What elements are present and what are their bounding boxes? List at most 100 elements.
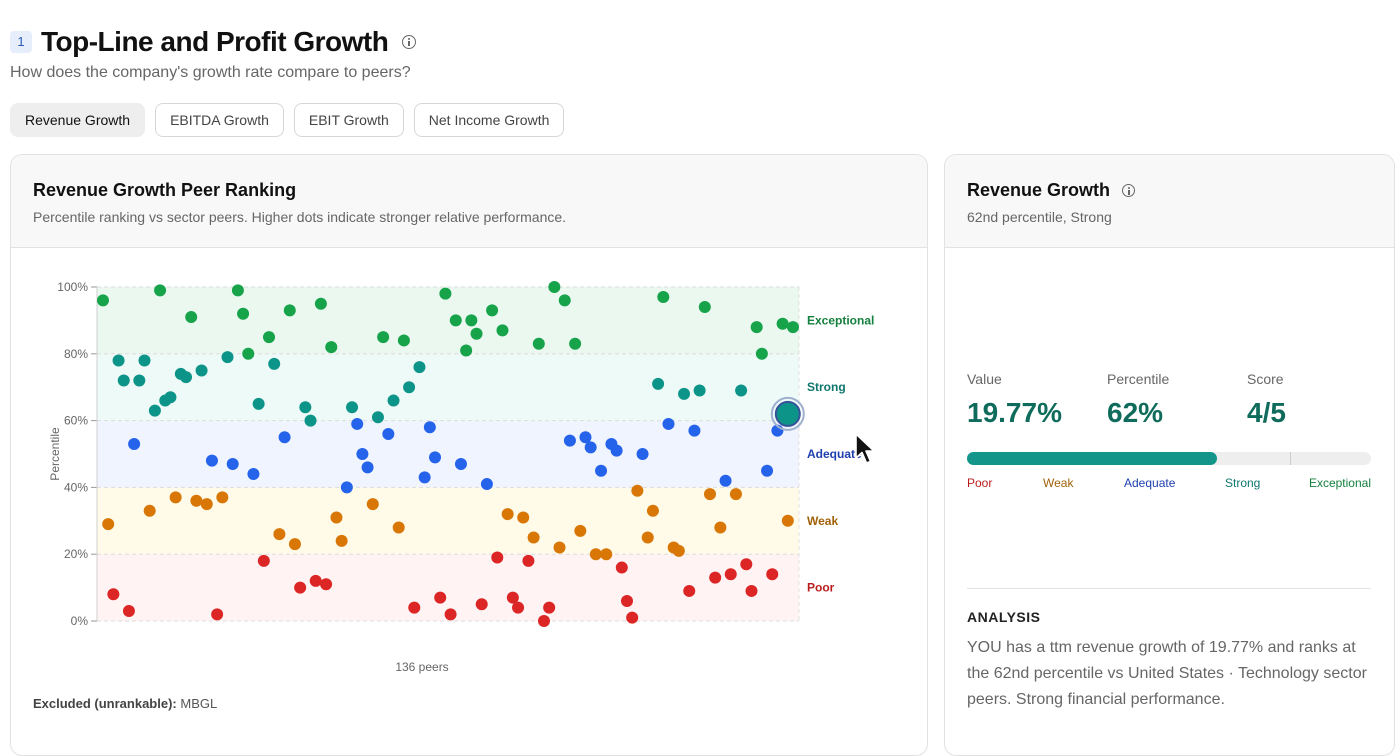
peer-dot bbox=[636, 448, 649, 460]
peer-dot bbox=[418, 471, 431, 484]
chart-card-subtitle: Percentile ranking vs sector peers. High… bbox=[33, 209, 567, 225]
peer-dot bbox=[330, 511, 343, 524]
peer-dot bbox=[117, 374, 130, 387]
peer-dot bbox=[569, 337, 582, 350]
tab-ebitda-growth[interactable]: EBITDA Growth bbox=[155, 103, 284, 137]
peer-dot bbox=[724, 568, 737, 581]
peer-dot bbox=[589, 548, 602, 561]
peer-dot bbox=[356, 448, 369, 460]
value-label: Value bbox=[967, 371, 1002, 387]
chart-card-title: Revenue Growth Peer Ranking bbox=[33, 180, 297, 200]
value-number: 19.77% bbox=[967, 397, 1062, 428]
peer-dot bbox=[558, 294, 571, 307]
peer-dot bbox=[787, 321, 799, 334]
peer-dot bbox=[211, 608, 224, 621]
peer-dot bbox=[294, 581, 307, 594]
peer-dot bbox=[252, 397, 265, 410]
peer-dot bbox=[454, 458, 467, 471]
scale-label-adequate: Adequate bbox=[1124, 476, 1176, 490]
peer-dot bbox=[154, 284, 167, 297]
y-tick-label: 60% bbox=[64, 414, 88, 428]
info-icon[interactable] bbox=[402, 35, 417, 49]
peer-dot bbox=[584, 441, 597, 454]
peer-dot bbox=[532, 337, 545, 350]
peer-dot bbox=[761, 464, 774, 477]
y-tick-label: 40% bbox=[64, 480, 88, 494]
company-dot bbox=[774, 400, 801, 427]
peer-dot bbox=[122, 604, 135, 617]
summary-card-subtitle: 62nd percentile, Strong bbox=[967, 209, 1112, 225]
percentile-number: 62% bbox=[1107, 397, 1164, 428]
peer-dot bbox=[185, 311, 198, 324]
card-header: Revenue Growth 62nd percentile, Strong bbox=[945, 155, 1394, 248]
peer-dot bbox=[299, 401, 312, 414]
peer-dot bbox=[371, 411, 384, 424]
excluded-value: MBGL bbox=[180, 696, 218, 711]
peer-dot bbox=[133, 374, 146, 387]
peer-dot bbox=[195, 364, 208, 377]
peer-dot bbox=[740, 558, 753, 571]
peer-dot bbox=[263, 331, 276, 344]
divider bbox=[967, 588, 1371, 589]
peer-dot bbox=[304, 414, 317, 427]
peer-dot bbox=[517, 511, 530, 524]
peer-dot bbox=[735, 384, 748, 397]
peer-dot bbox=[646, 504, 659, 517]
peer-dot bbox=[309, 574, 322, 587]
tab-revenue-growth[interactable]: Revenue Growth bbox=[10, 103, 146, 137]
score-label: Score bbox=[1247, 371, 1284, 387]
peer-dot bbox=[475, 598, 488, 611]
peer-dot bbox=[190, 494, 203, 507]
peer-dot bbox=[496, 324, 509, 337]
summary-title-text: Revenue Growth bbox=[967, 180, 1111, 200]
y-tick-label: 100% bbox=[57, 280, 88, 294]
scale-label-strong: Strong bbox=[1225, 476, 1261, 490]
peer-dot bbox=[480, 478, 493, 491]
peer-dot bbox=[325, 341, 338, 354]
peer-dot bbox=[288, 538, 301, 551]
peer-dot bbox=[652, 377, 665, 390]
peer-dot bbox=[776, 317, 789, 330]
tab-ebit-growth[interactable]: EBIT Growth bbox=[293, 103, 404, 137]
peer-dot bbox=[600, 548, 613, 561]
tab-net-income-growth[interactable]: Net Income Growth bbox=[413, 103, 565, 137]
card-header: Revenue Growth Peer Ranking Percentile r… bbox=[11, 155, 927, 248]
peer-scatter-chart: Exceptional Strong Adequate Weak Poor 0% 20% 40… bbox=[48, 280, 874, 674]
peer-dot bbox=[662, 417, 675, 430]
peer-dot bbox=[527, 531, 540, 544]
peer-dot bbox=[320, 578, 333, 591]
band-label-exceptional: Exceptional bbox=[807, 313, 874, 327]
peer-dot bbox=[138, 354, 151, 367]
peer-dot bbox=[548, 281, 561, 293]
band-label-strong: Strong bbox=[807, 380, 846, 394]
analysis-title: ANALYSIS bbox=[967, 609, 1041, 625]
peer-dot bbox=[387, 394, 400, 407]
company-highlight-ring bbox=[770, 396, 805, 431]
x-axis-label: 136 peers bbox=[395, 660, 448, 674]
peer-dot bbox=[200, 498, 213, 511]
peer-dot bbox=[242, 347, 255, 360]
mouse-pointer-icon bbox=[855, 433, 875, 464]
y-tick-label: 0% bbox=[71, 614, 89, 628]
percentile-label: Percentile bbox=[1107, 371, 1170, 387]
metric-score-block: Score 4/5 bbox=[1247, 371, 1286, 429]
peer-dot bbox=[512, 601, 525, 614]
peer-dot bbox=[205, 454, 218, 467]
peer-dot bbox=[169, 491, 182, 504]
y-tick-label: 80% bbox=[64, 347, 88, 361]
peer-dot bbox=[641, 531, 654, 544]
peer-dot bbox=[97, 294, 109, 307]
peer-dot bbox=[216, 491, 229, 504]
info-icon[interactable] bbox=[1122, 184, 1136, 197]
peer-dot bbox=[698, 301, 711, 314]
peer-dot bbox=[221, 351, 234, 364]
peer-dot bbox=[335, 534, 348, 547]
peer-dot bbox=[750, 321, 763, 334]
peer-dot bbox=[709, 571, 722, 584]
peer-dot bbox=[683, 584, 696, 597]
peer-dot bbox=[429, 451, 442, 464]
peer-dot bbox=[460, 344, 473, 357]
peer-dot bbox=[537, 615, 550, 627]
peer-dot bbox=[102, 518, 115, 531]
peer-dot bbox=[397, 334, 410, 347]
